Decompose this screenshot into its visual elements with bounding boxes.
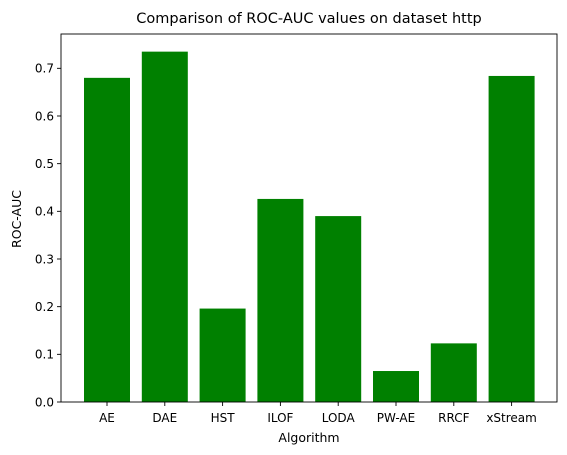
plot-frame <box>60 33 558 403</box>
x-tick-label: HST <box>211 411 236 425</box>
bars-group <box>84 51 535 402</box>
y-tick-label: 0.5 <box>35 157 54 171</box>
y-tick-label: 0.3 <box>35 252 54 266</box>
bar-loda <box>315 216 362 402</box>
x-tick-label: AE <box>99 411 115 425</box>
x-tick-label: PW-AE <box>377 411 415 425</box>
bar-ae <box>84 77 130 402</box>
bar-dae <box>141 51 188 402</box>
y-tick-label: 0.2 <box>35 300 54 314</box>
y-tick-label: 0.4 <box>35 205 54 219</box>
y-tick-label: 0.1 <box>35 348 54 362</box>
x-tick-label: xStream <box>486 411 537 425</box>
x-tick-label: RRCF <box>438 411 469 425</box>
bar-xstream <box>488 75 535 402</box>
y-axis: 0.0 0.1 0.2 0.3 0.4 0.5 0.6 0.7 <box>35 62 61 409</box>
bar-pw-ae <box>373 371 419 402</box>
y-tick-label: 0.0 <box>35 395 54 409</box>
x-tick-label: ILOF <box>267 411 293 425</box>
bar-hst <box>199 308 246 402</box>
bar-rrcf <box>430 343 477 402</box>
chart-title: Comparison of ROC-AUC values on dataset … <box>136 11 481 27</box>
x-tick-label: DAE <box>152 411 177 425</box>
x-axis: AE DAE HST ILOF LODA PW-AE RRCF xStream <box>99 402 537 425</box>
x-axis-label: Algorithm <box>278 430 339 445</box>
x-tick-label: LODA <box>322 411 356 425</box>
y-tick-label: 0.6 <box>35 109 54 123</box>
y-axis-label: ROC-AUC <box>9 190 24 248</box>
y-tick-label: 0.7 <box>35 62 54 76</box>
bar-ilof <box>257 198 304 402</box>
